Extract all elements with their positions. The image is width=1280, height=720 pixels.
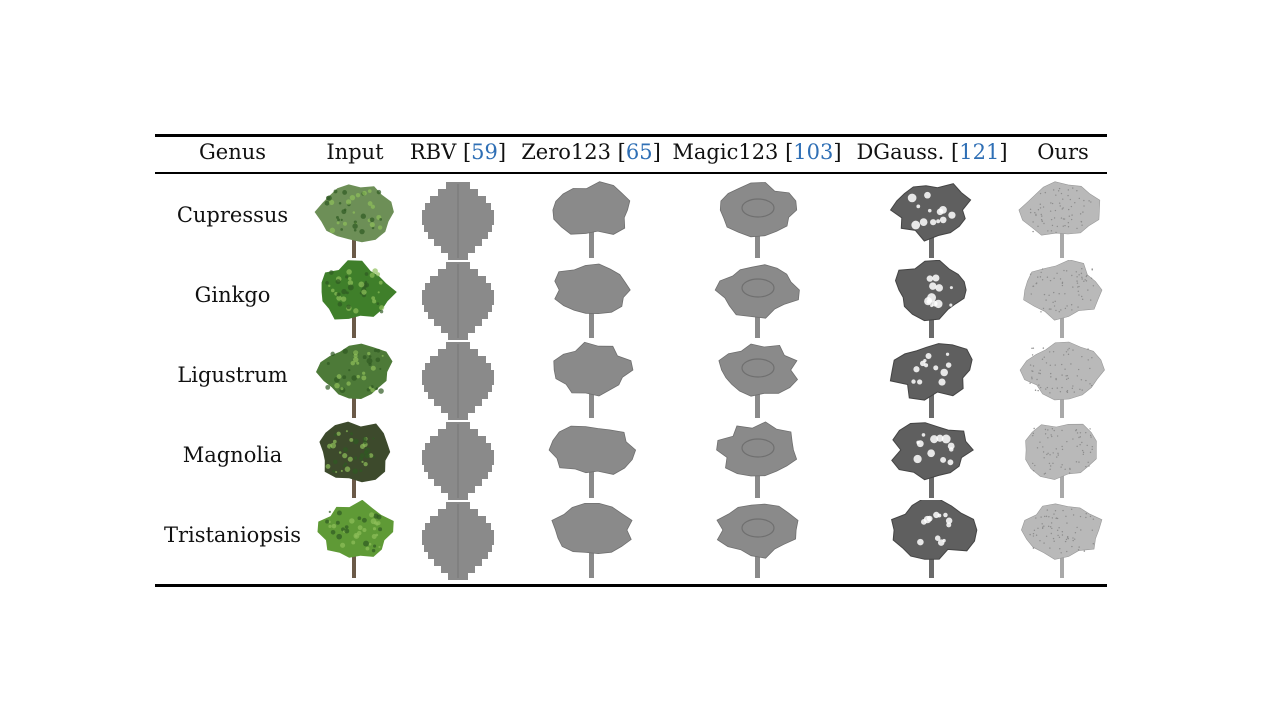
rbv-thumbnail — [408, 180, 508, 260]
input-thumbnail — [305, 420, 405, 500]
citation-ref: 121 — [959, 140, 1000, 164]
genus-label: Magnolia — [182, 443, 283, 467]
header-input: Input — [326, 140, 384, 164]
header-dgauss: DGauss. [121] — [856, 140, 1008, 164]
magic123-thumbnail — [708, 500, 808, 580]
header-genus: Genus — [198, 140, 267, 164]
top-rule — [155, 134, 1107, 137]
magic123-thumbnail — [708, 340, 808, 420]
method-name: DGauss. — [856, 140, 945, 164]
method-name: Zero123 — [521, 140, 611, 164]
magic123-thumbnail — [708, 420, 808, 500]
header-rbv: RBV [59] — [409, 140, 507, 164]
header-zero123: Zero123 [65] — [521, 140, 661, 164]
dgauss-thumbnail — [882, 180, 982, 260]
magic123-thumbnail — [708, 260, 808, 340]
input-thumbnail — [305, 500, 405, 580]
zero123-thumbnail — [542, 180, 642, 260]
dgauss-thumbnail — [882, 420, 982, 500]
genus-label: Ginkgo — [194, 283, 271, 307]
dgauss-thumbnail — [882, 500, 982, 580]
method-name: Magic123 — [672, 140, 779, 164]
ours-thumbnail — [1012, 260, 1112, 340]
zero123-thumbnail — [542, 420, 642, 500]
genus-label: Cupressus — [176, 203, 289, 227]
ours-thumbnail — [1012, 180, 1112, 260]
rbv-thumbnail — [408, 340, 508, 420]
magic123-thumbnail — [708, 180, 808, 260]
input-thumbnail — [305, 340, 405, 420]
ours-thumbnail — [1012, 500, 1112, 580]
zero123-thumbnail — [542, 500, 642, 580]
header-magic123: Magic123 [103] — [672, 140, 842, 164]
rbv-thumbnail — [408, 260, 508, 340]
ours-thumbnail — [1012, 340, 1112, 420]
header-rule — [155, 172, 1107, 174]
bottom-rule — [155, 584, 1107, 587]
genus-label: Tristaniopsis — [163, 523, 302, 547]
method-name: RBV — [409, 140, 457, 164]
zero123-thumbnail — [542, 340, 642, 420]
citation-ref: 103 — [793, 140, 834, 164]
rbv-thumbnail — [408, 500, 508, 580]
dgauss-thumbnail — [882, 260, 982, 340]
input-thumbnail — [305, 260, 405, 340]
header-ours: Ours — [1037, 140, 1089, 164]
zero123-thumbnail — [542, 260, 642, 340]
dgauss-thumbnail — [882, 340, 982, 420]
input-thumbnail — [305, 180, 405, 260]
rbv-thumbnail — [408, 420, 508, 500]
ours-thumbnail — [1012, 420, 1112, 500]
citation-ref: 65 — [625, 140, 653, 164]
genus-label: Ligustrum — [177, 363, 288, 387]
citation-ref: 59 — [471, 140, 498, 164]
